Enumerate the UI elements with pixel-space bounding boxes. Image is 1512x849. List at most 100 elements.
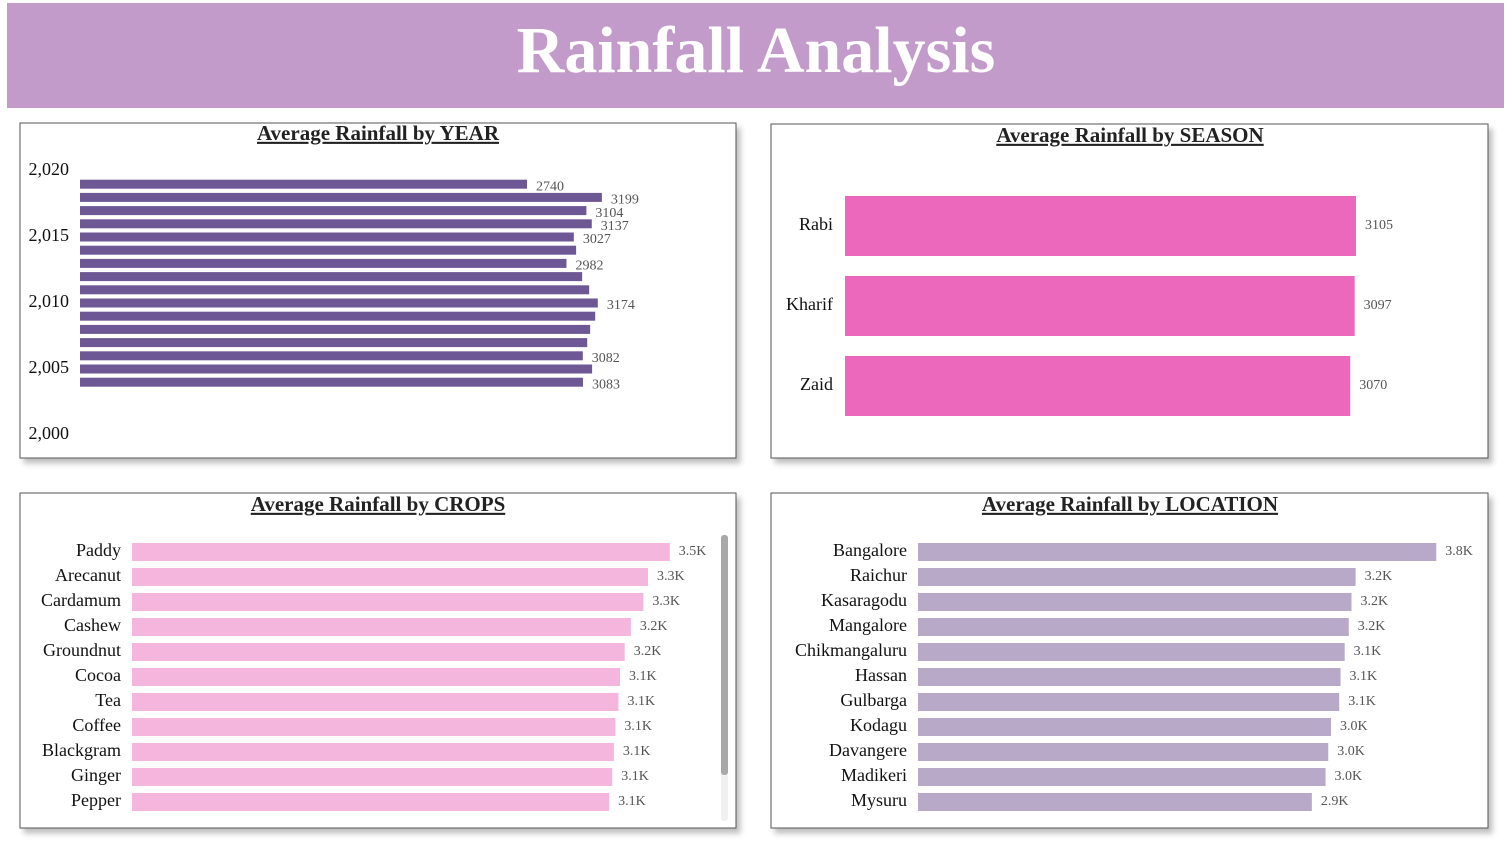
bar xyxy=(80,272,583,282)
value-label: 3104 xyxy=(595,206,623,221)
category-label: Kharif xyxy=(786,294,833,314)
bar xyxy=(80,377,583,387)
category-label: Ginger xyxy=(71,765,121,785)
bar xyxy=(918,743,1329,761)
category-label: Cocoa xyxy=(75,665,121,685)
bar xyxy=(80,258,567,268)
value-label: 3174 xyxy=(607,298,635,313)
bar xyxy=(132,618,631,636)
value-label: 3082 xyxy=(592,351,620,366)
category-label: Blackgram xyxy=(42,740,121,760)
y-tick-label: 2,005 xyxy=(29,357,70,377)
bar xyxy=(80,285,590,295)
category-label: Davangere xyxy=(829,740,907,760)
value-label: 3105 xyxy=(1365,218,1393,233)
bar xyxy=(918,793,1312,811)
chart-title: Average Rainfall by YEAR xyxy=(257,121,500,145)
bar xyxy=(80,298,598,308)
value-label: 2982 xyxy=(575,259,603,274)
category-label: Kasaragodu xyxy=(821,590,907,610)
bar xyxy=(80,351,583,361)
value-label: 3.1K xyxy=(1354,644,1382,659)
value-label: 3.2K xyxy=(634,644,662,659)
chart-title: Average Rainfall by CROPS xyxy=(251,492,506,516)
category-label: Mangalore xyxy=(829,615,907,635)
y-tick-label: 2,010 xyxy=(29,291,70,311)
value-label: 3.5K xyxy=(679,544,707,559)
y-tick-label: 2,020 xyxy=(29,159,70,179)
bar xyxy=(845,196,1356,256)
bar xyxy=(80,179,528,189)
value-label: 3027 xyxy=(583,232,611,247)
value-label: 3.2K xyxy=(1365,569,1393,584)
value-label: 2740 xyxy=(536,179,564,194)
page-title: Rainfall Analysis xyxy=(517,14,996,87)
bar xyxy=(132,668,621,686)
category-label: Paddy xyxy=(76,540,121,560)
bar xyxy=(918,693,1340,711)
bar xyxy=(80,219,592,229)
bar xyxy=(80,338,588,348)
category-label: Cardamum xyxy=(41,590,121,610)
bar xyxy=(80,324,591,334)
value-label: 3.1K xyxy=(618,794,646,809)
category-label: Mysuru xyxy=(851,790,907,810)
value-label: 3083 xyxy=(592,377,620,392)
value-label: 3.3K xyxy=(657,569,685,584)
value-label: 3.1K xyxy=(621,769,649,784)
bar xyxy=(132,793,610,811)
category-label: Hassan xyxy=(855,665,907,685)
category-label: Zaid xyxy=(800,374,833,394)
category-label: Coffee xyxy=(72,715,121,735)
bar xyxy=(918,618,1349,636)
value-label: 3.2K xyxy=(640,619,668,634)
value-label: 3199 xyxy=(611,193,639,208)
bar xyxy=(80,311,596,321)
category-label: Cashew xyxy=(64,615,121,635)
value-label: 3.1K xyxy=(627,694,655,709)
bar xyxy=(132,543,670,561)
bar xyxy=(80,192,602,202)
bar xyxy=(132,743,614,761)
value-label: 3.8K xyxy=(1445,544,1473,559)
bar xyxy=(918,768,1326,786)
bar xyxy=(918,718,1331,736)
bar xyxy=(132,593,644,611)
bar xyxy=(918,568,1356,586)
chart-title: Average Rainfall by SEASON xyxy=(996,123,1263,147)
value-label: 3.0K xyxy=(1340,719,1368,734)
value-label: 3.1K xyxy=(629,669,657,684)
value-label: 2.9K xyxy=(1321,794,1349,809)
bar xyxy=(845,276,1355,336)
bar xyxy=(80,206,587,216)
bar xyxy=(845,356,1351,416)
bar xyxy=(80,232,574,242)
category-label: Groundnut xyxy=(43,640,121,660)
value-label: 3.0K xyxy=(1335,769,1363,784)
category-label: Chikmangaluru xyxy=(795,640,907,660)
category-label: Bangalore xyxy=(833,540,907,560)
bar xyxy=(918,543,1437,561)
header-banner xyxy=(7,3,1504,108)
value-label: 3137 xyxy=(601,219,629,234)
category-label: Arecanut xyxy=(55,565,121,585)
category-label: Raichur xyxy=(850,565,907,585)
value-label: 3.1K xyxy=(1348,694,1376,709)
bar xyxy=(132,643,625,661)
value-label: 3070 xyxy=(1359,378,1387,393)
category-label: Pepper xyxy=(71,790,121,810)
value-label: 3097 xyxy=(1364,298,1392,313)
value-label: 3.1K xyxy=(623,744,651,759)
y-tick-label: 2,000 xyxy=(29,423,70,443)
value-label: 3.2K xyxy=(1360,594,1388,609)
value-label: 3.2K xyxy=(1358,619,1386,634)
category-label: Madikeri xyxy=(841,765,907,785)
category-label: Rabi xyxy=(799,214,833,234)
bar xyxy=(132,693,619,711)
bar xyxy=(132,768,613,786)
scroll-thumb xyxy=(721,535,728,775)
bar xyxy=(918,643,1345,661)
category-label: Kodagu xyxy=(850,715,907,735)
bar xyxy=(918,668,1341,686)
